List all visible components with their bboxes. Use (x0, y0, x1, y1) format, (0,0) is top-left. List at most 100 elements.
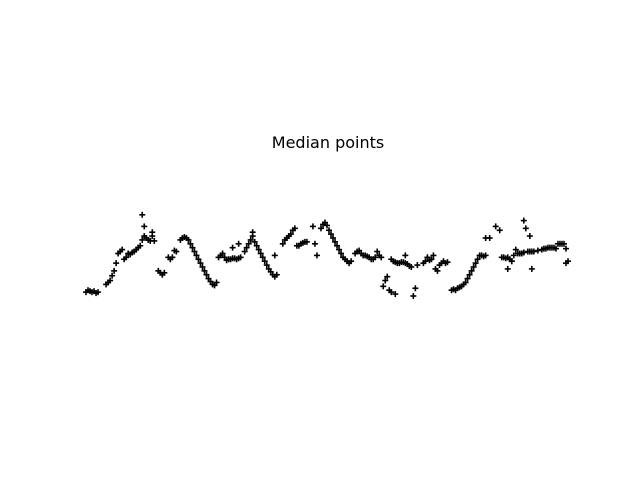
scatter-points (83, 211, 571, 299)
data-point (468, 267, 475, 274)
data-point (261, 258, 268, 265)
data-point (474, 256, 481, 263)
data-point (504, 265, 511, 272)
data-point (313, 252, 320, 259)
data-point (235, 240, 242, 247)
data-point (486, 235, 493, 241)
data-point (372, 254, 379, 261)
data-point (317, 225, 324, 232)
data-point (109, 272, 116, 279)
data-point (291, 225, 298, 232)
data-point (273, 271, 280, 278)
data-point (245, 240, 252, 247)
data-point (348, 258, 355, 265)
data-point (309, 223, 316, 230)
data-point (251, 238, 258, 245)
data-point (311, 240, 318, 247)
data-point (562, 245, 569, 252)
data-point (528, 265, 535, 272)
data-point (434, 267, 441, 274)
data-point (384, 273, 391, 280)
data-point (334, 242, 341, 249)
data-point (169, 254, 176, 261)
data-point (229, 244, 236, 251)
data-point (444, 259, 451, 266)
data-point (243, 244, 250, 251)
data-point (249, 229, 256, 236)
data-point (247, 236, 254, 243)
data-point (113, 260, 120, 267)
data-point (492, 223, 499, 230)
data-point (197, 260, 204, 267)
data-point (378, 254, 385, 261)
data-point (530, 248, 537, 255)
data-point (139, 211, 146, 218)
data-point (151, 237, 158, 244)
data-point (428, 256, 435, 263)
data-point (237, 254, 244, 261)
data-point (119, 246, 126, 253)
data-point (287, 231, 294, 238)
data-point (552, 245, 559, 252)
data-point (137, 242, 144, 249)
data-point (472, 260, 479, 267)
data-point (526, 233, 533, 240)
data-point (199, 264, 206, 270)
data-point (464, 275, 471, 282)
data-point (382, 277, 389, 284)
data-point (161, 269, 168, 276)
data-point (496, 227, 503, 234)
data-point (408, 264, 415, 270)
data-point (219, 250, 226, 257)
data-point (508, 258, 515, 265)
data-point (95, 289, 102, 296)
data-point (107, 277, 114, 284)
data-point (336, 246, 343, 253)
data-point (422, 258, 429, 265)
data-point (510, 252, 517, 259)
data-point (466, 271, 473, 278)
data-point (482, 252, 489, 259)
data-point (203, 271, 210, 278)
data-point (111, 267, 118, 274)
data-point (470, 264, 477, 270)
data-point (279, 240, 286, 247)
data-point (195, 256, 202, 263)
data-point (512, 246, 519, 253)
data-point (173, 248, 180, 255)
data-point (189, 244, 196, 251)
data-point (271, 252, 278, 259)
data-point (330, 235, 337, 241)
data-point (324, 222, 330, 229)
data-point (522, 225, 529, 232)
data-point (534, 247, 541, 254)
data-point (149, 229, 156, 236)
data-point (380, 283, 387, 290)
data-point (257, 250, 264, 257)
data-point (141, 223, 148, 230)
data-point (388, 289, 395, 296)
data-point (201, 267, 208, 274)
data-point (520, 217, 527, 224)
data-point (139, 236, 146, 243)
data-point (402, 252, 409, 259)
data-point (392, 291, 399, 298)
data-point (332, 238, 339, 245)
data-point (328, 231, 335, 238)
data-point (187, 240, 194, 247)
data-point (255, 246, 262, 253)
data-point (191, 248, 198, 255)
data-point (263, 262, 270, 269)
data-point (410, 293, 417, 299)
data-point (241, 248, 248, 255)
data-point (303, 238, 310, 245)
data-point (414, 262, 421, 269)
data-point (338, 250, 345, 257)
data-point (193, 252, 200, 259)
chart-title: Median points (272, 133, 384, 152)
data-point (185, 236, 192, 243)
data-point (259, 254, 266, 261)
data-point (326, 227, 333, 234)
